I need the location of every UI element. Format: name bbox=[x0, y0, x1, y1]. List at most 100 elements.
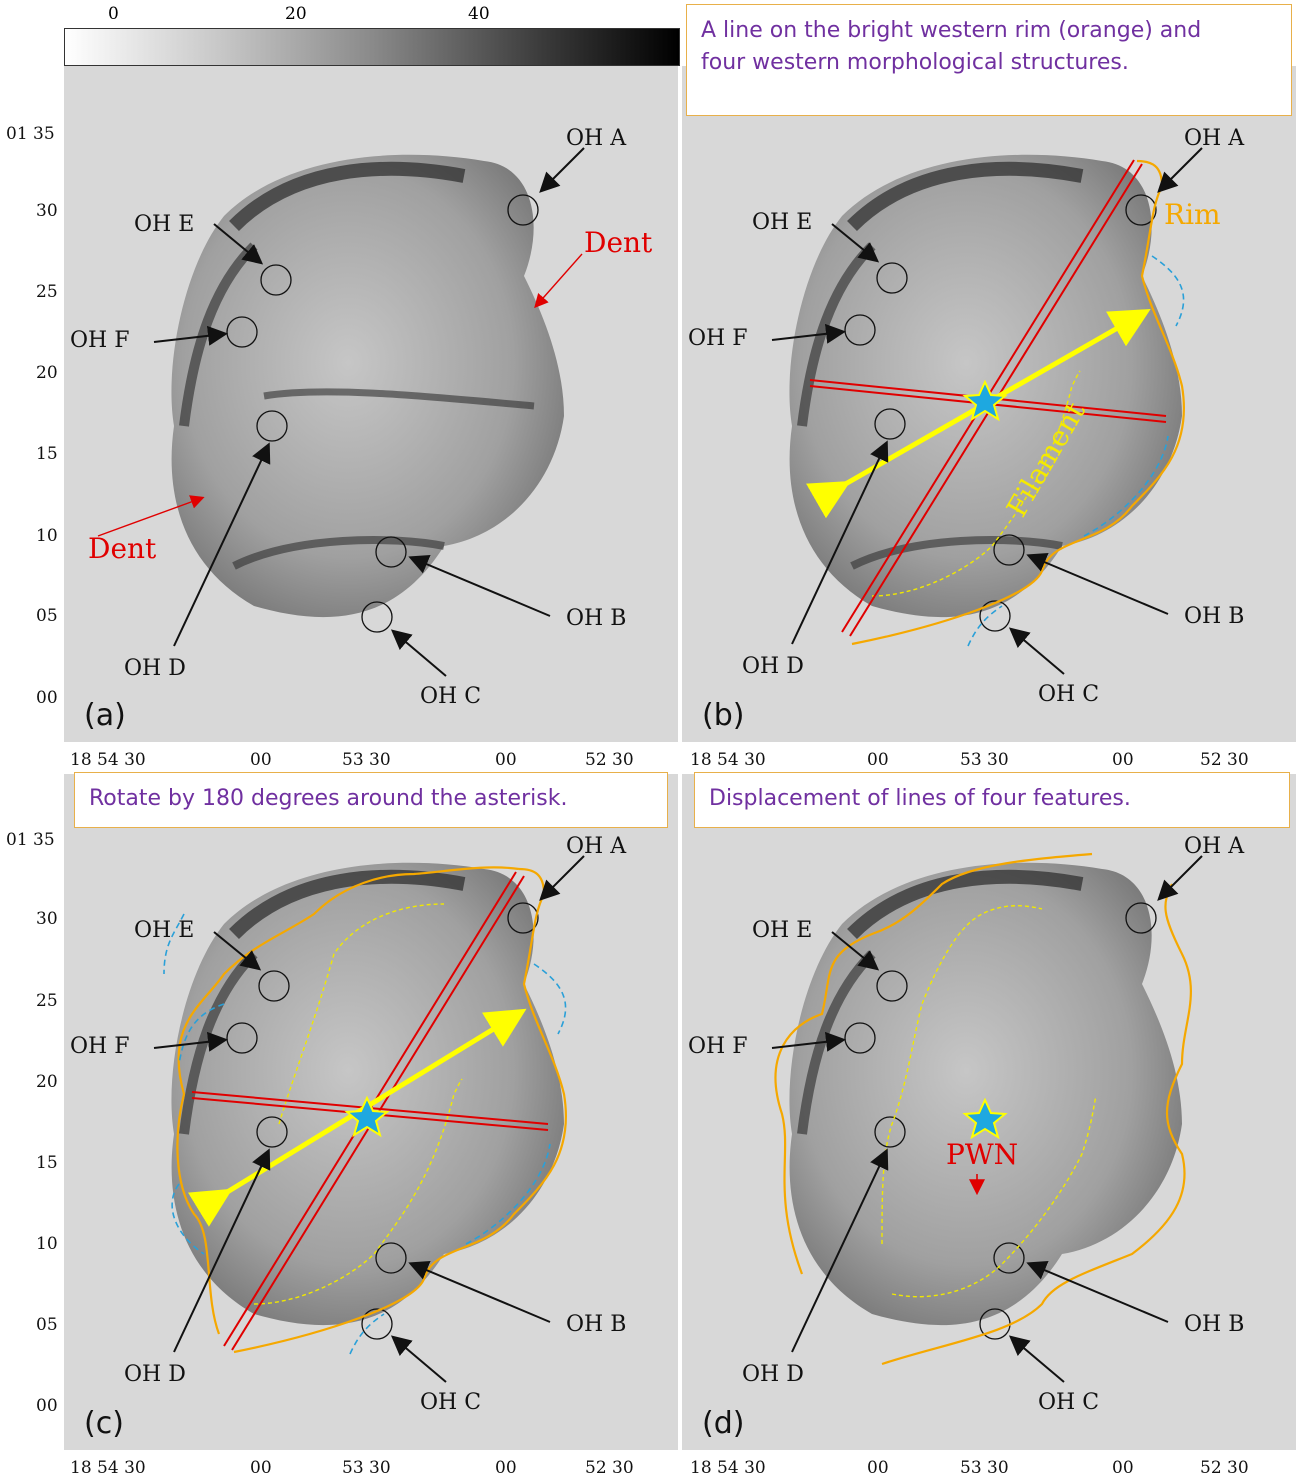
oh-d-label-b: OH D bbox=[742, 654, 804, 679]
y-tick-15-top: 15 bbox=[36, 444, 58, 464]
oh-a-label-d: OH A bbox=[1184, 834, 1245, 859]
oh-a-circle bbox=[507, 194, 539, 226]
colorbar bbox=[64, 28, 680, 66]
panel-d: OH A OH E OH F OH D OH B OH C PWN (d) bbox=[682, 774, 1296, 1450]
oh-f-label-c: OH F bbox=[70, 1034, 130, 1059]
x-tick-c-1: 00 bbox=[250, 1458, 272, 1478]
x-tick-c-2: 53 30 bbox=[342, 1458, 391, 1478]
y-tick-20-bottom: 20 bbox=[36, 1072, 58, 1092]
pwn-label: PWN bbox=[946, 1138, 1019, 1171]
filament-displaced-west bbox=[881, 905, 1043, 1245]
x-tick-c-3: 00 bbox=[495, 1458, 517, 1478]
oh-b-label-b: OH B bbox=[1184, 604, 1245, 629]
x-tick-d-1: 00 bbox=[867, 1458, 889, 1478]
oh-d-label: OH D bbox=[124, 656, 186, 681]
x-tick-d-2: 53 30 bbox=[960, 1458, 1009, 1478]
panel-a-image bbox=[97, 147, 585, 677]
blue-dashed-curve-1 bbox=[1151, 255, 1185, 327]
oh-b-label: OH B bbox=[566, 606, 627, 631]
x-tick-d-3: 00 bbox=[1112, 1458, 1134, 1478]
x-tick-b-0: 18 54 30 bbox=[690, 750, 766, 770]
oh-c-label-b: OH C bbox=[1038, 682, 1100, 707]
panel-b-label: (b) bbox=[702, 698, 745, 733]
x-tick-a-4: 52 30 bbox=[585, 750, 634, 770]
y-tick-25-bottom: 25 bbox=[36, 991, 58, 1011]
rim-displaced-west bbox=[774, 852, 1093, 1275]
filament-displaced-east bbox=[891, 1095, 1097, 1298]
y-tick-00-top: 00 bbox=[36, 688, 58, 708]
x-tick-c-4: 52 30 bbox=[585, 1458, 634, 1478]
x-tick-b-3: 00 bbox=[1112, 750, 1134, 770]
blue-dashed-curve-3 bbox=[967, 605, 1003, 647]
y-tick-20-top: 20 bbox=[36, 363, 58, 383]
oh-e-label: OH E bbox=[134, 212, 195, 237]
oh-f-label-d: OH F bbox=[688, 1034, 748, 1059]
oh-b-label-d: OH B bbox=[1184, 1312, 1245, 1337]
oh-e-circle bbox=[260, 264, 292, 296]
panel-c: OH A OH E OH F OH D OH B OH C (c) bbox=[64, 774, 678, 1450]
y-tick-30-bottom: 30 bbox=[36, 909, 58, 929]
panel-d-caption: Displacement of lines of four features. bbox=[694, 772, 1290, 828]
rim-label: Rim bbox=[1164, 198, 1221, 231]
oh-e-label-d: OH E bbox=[752, 918, 813, 943]
oh-e-label-c: OH E bbox=[134, 918, 195, 943]
panel-c-caption-text: Rotate by 180 degrees around the asteris… bbox=[89, 786, 568, 811]
panel-b-caption: A line on the bright western rim (orange… bbox=[686, 4, 1292, 116]
panel-d-caption-text: Displacement of lines of four features. bbox=[709, 786, 1131, 811]
x-tick-a-2: 53 30 bbox=[342, 750, 391, 770]
panel-c-label: (c) bbox=[84, 1406, 124, 1441]
y-tick-10-bottom: 10 bbox=[36, 1234, 58, 1254]
colorbar-tick-0: 0 bbox=[108, 4, 119, 24]
oh-d-label-c: OH D bbox=[124, 1362, 186, 1387]
x-tick-b-2: 53 30 bbox=[960, 750, 1009, 770]
x-tick-c-0: 18 54 30 bbox=[70, 1458, 146, 1478]
rim-curve-original bbox=[233, 867, 568, 1354]
colorbar-tick-20: 20 bbox=[285, 4, 307, 24]
panel-d-label: (d) bbox=[702, 1406, 745, 1441]
x-tick-d-4: 52 30 bbox=[1200, 1458, 1249, 1478]
oh-d-label-d: OH D bbox=[742, 1362, 804, 1387]
panel-d-image bbox=[771, 852, 1203, 1383]
panel-a: OH A OH E OH F OH D OH B OH C Dent Dent … bbox=[64, 66, 678, 742]
oh-b-circle bbox=[375, 536, 407, 568]
panel-b: OH A OH E OH F OH D OH B OH C Rim Filame… bbox=[682, 66, 1296, 742]
oh-c-label-c: OH C bbox=[420, 1390, 482, 1415]
x-tick-a-3: 00 bbox=[495, 750, 517, 770]
x-tick-b-4: 52 30 bbox=[1200, 750, 1249, 770]
dent-label-west: Dent bbox=[88, 532, 157, 565]
y-tick-10-top: 10 bbox=[36, 526, 58, 546]
y-tick-25-top: 25 bbox=[36, 282, 58, 302]
oh-c-label: OH C bbox=[420, 684, 482, 709]
colorbar-tick-40: 40 bbox=[468, 4, 490, 24]
y-tick-00-bottom: 00 bbox=[36, 1396, 58, 1416]
blue-dashed-curve-2 bbox=[1083, 435, 1169, 537]
oh-f-label-b: OH F bbox=[688, 326, 748, 351]
oh-a-label-c: OH A bbox=[566, 834, 627, 859]
remnant-shell bbox=[171, 154, 564, 618]
y-tick-30-top: 30 bbox=[36, 201, 58, 221]
asterisk-star bbox=[962, 379, 1008, 422]
y-tick-35-top: 01 35 bbox=[6, 124, 55, 144]
panel-c-caption: Rotate by 180 degrees around the asteris… bbox=[74, 772, 668, 828]
rim-displaced-east bbox=[881, 883, 1192, 1366]
y-tick-05-top: 05 bbox=[36, 606, 58, 626]
y-tick-15-bottom: 15 bbox=[36, 1153, 58, 1173]
x-tick-a-0: 18 54 30 bbox=[70, 750, 146, 770]
oh-e-label-b: OH E bbox=[752, 210, 813, 235]
dent-label-east: Dent bbox=[584, 226, 653, 259]
panel-b-caption-line-2: four western morphological structures. bbox=[701, 49, 1129, 75]
oh-a-label-b: OH A bbox=[1184, 126, 1245, 151]
x-tick-b-1: 00 bbox=[867, 750, 889, 770]
y-tick-05-bottom: 05 bbox=[36, 1315, 58, 1335]
panel-b-caption-line-1: A line on the bright western rim (orange… bbox=[701, 18, 1202, 43]
oh-f-label: OH F bbox=[70, 328, 130, 353]
oh-a-label: OH A bbox=[566, 126, 627, 151]
y-tick-35-bottom: 01 35 bbox=[6, 830, 55, 850]
panel-a-label: (a) bbox=[84, 698, 126, 733]
x-tick-a-1: 00 bbox=[250, 750, 272, 770]
oh-c-circle bbox=[361, 601, 393, 633]
oh-c-label-d: OH C bbox=[1038, 1390, 1100, 1415]
panel-c-image bbox=[153, 855, 585, 1383]
oh-d-circle bbox=[256, 410, 288, 442]
rim-curve bbox=[851, 159, 1186, 646]
